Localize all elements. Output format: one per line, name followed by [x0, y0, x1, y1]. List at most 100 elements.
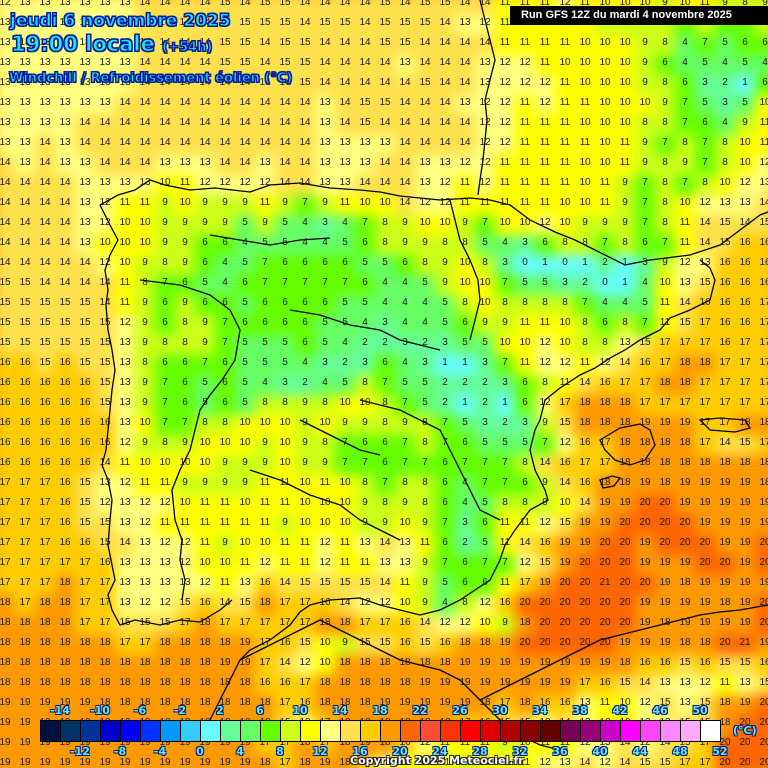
grid-value: 13 [19, 137, 31, 148]
grid-value: 10 [399, 597, 411, 608]
grid-value: 13 [159, 577, 171, 588]
grid-value: 14 [299, 157, 311, 168]
grid-value: 20 [759, 697, 768, 708]
grid-value: 15 [379, 37, 391, 48]
grid-value: 9 [282, 197, 288, 208]
grid-value: 13 [359, 137, 371, 148]
grid-value: 10 [599, 137, 611, 148]
grid-value: 5 [702, 97, 708, 108]
grid-value: 16 [719, 337, 731, 348]
grid-value: 6 [462, 557, 468, 568]
grid-value: 19 [639, 477, 651, 488]
grid-value: 4 [462, 497, 468, 508]
grid-value: 17 [39, 537, 51, 548]
grid-value: 18 [599, 417, 611, 428]
grid-value: 17 [719, 357, 731, 368]
grid-value: 14 [339, 77, 351, 88]
grid-value: 14 [139, 0, 151, 8]
field-cell [635, 35, 655, 55]
grid-value: 18 [699, 457, 711, 468]
grid-value: 14 [459, 37, 471, 48]
grid-value: 14 [299, 17, 311, 28]
field-cell [375, 15, 395, 35]
grid-value: 10 [499, 337, 511, 348]
grid-value: 11 [499, 177, 511, 188]
grid-value: 19 [559, 657, 571, 668]
grid-value: 10 [439, 217, 451, 228]
grid-value: 9 [202, 337, 208, 348]
field-cell [415, 15, 435, 35]
grid-value: 11 [119, 457, 131, 468]
grid-value: 18 [319, 677, 331, 688]
grid-value: 7 [362, 457, 368, 468]
grid-value: 14 [259, 97, 271, 108]
grid-value: 12 [99, 217, 111, 228]
grid-value: 9 [302, 437, 308, 448]
grid-value: 12 [159, 537, 171, 548]
grid-value: 7 [542, 437, 548, 448]
grid-value: 16 [19, 437, 31, 448]
field-cell [755, 35, 768, 55]
grid-value: 17 [39, 477, 51, 488]
grid-value: 12 [439, 177, 451, 188]
grid-value: 1 [462, 357, 468, 368]
grid-value: 15 [39, 297, 51, 308]
grid-value: 14 [399, 0, 411, 8]
grid-value: 8 [522, 297, 528, 308]
field-cell [275, 15, 295, 35]
grid-value: 1 [622, 277, 628, 288]
grid-value: 4 [222, 277, 228, 288]
field-cell [235, 75, 255, 95]
grid-value: 6 [702, 117, 708, 128]
grid-value: 5 [382, 257, 388, 268]
grid-value: 17 [599, 437, 611, 448]
grid-value: 12 [319, 537, 331, 548]
grid-value: 4 [342, 337, 348, 348]
grid-value: 18 [79, 657, 91, 668]
field-cell [235, 0, 255, 15]
grid-value: 15 [719, 217, 731, 228]
field-cell [655, 55, 675, 75]
grid-value: 14 [459, 117, 471, 128]
grid-value: 18 [219, 637, 231, 648]
grid-value: 14 [299, 0, 311, 8]
grid-value: 4 [262, 377, 268, 388]
grid-value: 10 [599, 97, 611, 108]
grid-value: 2 [582, 277, 588, 288]
grid-value: 15 [239, 37, 251, 48]
grid-value: 15 [539, 557, 551, 568]
grid-value: 15 [679, 657, 691, 668]
grid-value: 14 [399, 157, 411, 168]
field-cell [395, 35, 415, 55]
grid-value: 11 [279, 557, 291, 568]
grid-value: 14 [59, 197, 71, 208]
field-cell [475, 55, 495, 75]
grid-value: 6 [402, 257, 408, 268]
grid-value: 9 [182, 217, 188, 228]
grid-value: 5 [202, 277, 208, 288]
legend-tick-bottom: 44 [632, 745, 648, 758]
grid-value: 16 [19, 397, 31, 408]
grid-value: 13 [699, 257, 711, 268]
grid-value: 11 [679, 217, 691, 228]
grid-value: 16 [99, 417, 111, 428]
grid-value: 13 [99, 0, 111, 8]
grid-value: 5 [702, 57, 708, 68]
field-cell [55, 35, 75, 55]
grid-value: 19 [659, 597, 671, 608]
grid-value: 8 [522, 457, 528, 468]
field-cell [435, 55, 455, 75]
grid-value: 13 [619, 337, 631, 348]
grid-value: 16 [599, 377, 611, 388]
grid-value: 6 [222, 357, 228, 368]
grid-value: 15 [719, 657, 731, 668]
legend-swatch [541, 721, 561, 741]
grid-value: 10 [579, 177, 591, 188]
grid-value: 16 [79, 397, 91, 408]
grid-value: 8 [382, 217, 388, 228]
grid-value: 14 [379, 537, 391, 548]
grid-value: 10 [239, 497, 251, 508]
grid-value: 13 [119, 377, 131, 388]
grid-value: 14 [679, 297, 691, 308]
grid-value: 18 [679, 637, 691, 648]
